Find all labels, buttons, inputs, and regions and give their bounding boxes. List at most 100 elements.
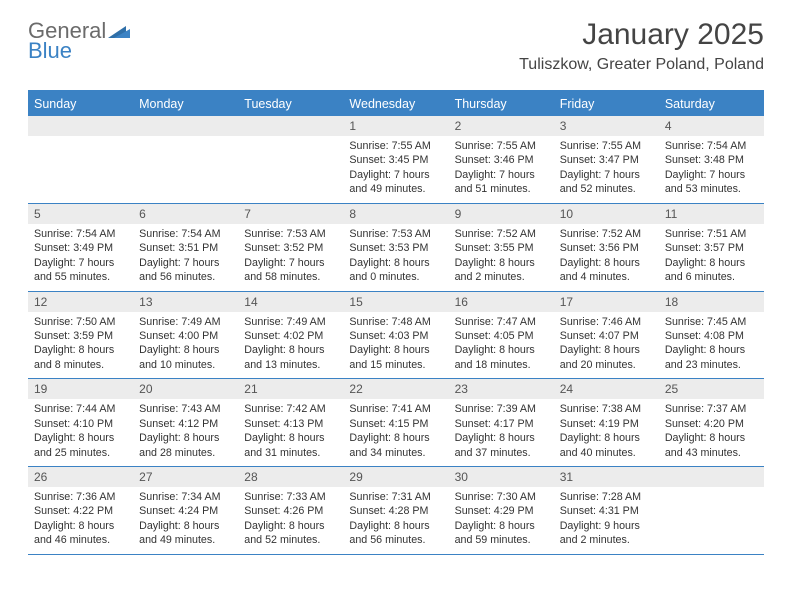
daylight-text: and 2 minutes. [455, 270, 548, 284]
empty-cell [659, 467, 764, 554]
calendar: SundayMondayTuesdayWednesdayThursdayFrid… [28, 90, 764, 555]
day-cell: 28Sunrise: 7:33 AMSunset: 4:26 PMDayligh… [238, 467, 343, 554]
day-number: 10 [554, 204, 659, 224]
sunset-text: Sunset: 4:10 PM [34, 417, 127, 431]
sunrise-text: Sunrise: 7:30 AM [455, 490, 548, 504]
day-cell: 2Sunrise: 7:55 AMSunset: 3:46 PMDaylight… [449, 116, 554, 203]
daylight-text: and 6 minutes. [665, 270, 758, 284]
day-number: 7 [238, 204, 343, 224]
day-cell: 3Sunrise: 7:55 AMSunset: 3:47 PMDaylight… [554, 116, 659, 203]
weekday-header: Sunday [28, 92, 133, 116]
sunrise-text: Sunrise: 7:45 AM [665, 315, 758, 329]
day-details: Sunrise: 7:49 AMSunset: 4:02 PMDaylight:… [238, 312, 343, 379]
daylight-text: Daylight: 8 hours [349, 256, 442, 270]
sunrise-text: Sunrise: 7:50 AM [34, 315, 127, 329]
sunset-text: Sunset: 4:29 PM [455, 504, 548, 518]
daylight-text: and 56 minutes. [349, 533, 442, 547]
weekday-header: Friday [554, 92, 659, 116]
day-number [133, 116, 238, 136]
daylight-text: Daylight: 7 hours [665, 168, 758, 182]
day-details: Sunrise: 7:49 AMSunset: 4:00 PMDaylight:… [133, 312, 238, 379]
daylight-text: Daylight: 8 hours [139, 431, 232, 445]
day-cell: 12Sunrise: 7:50 AMSunset: 3:59 PMDayligh… [28, 292, 133, 379]
day-cell: 16Sunrise: 7:47 AMSunset: 4:05 PMDayligh… [449, 292, 554, 379]
day-number: 28 [238, 467, 343, 487]
sunset-text: Sunset: 4:24 PM [139, 504, 232, 518]
sunrise-text: Sunrise: 7:54 AM [665, 139, 758, 153]
sunrise-text: Sunrise: 7:54 AM [139, 227, 232, 241]
sunset-text: Sunset: 3:59 PM [34, 329, 127, 343]
day-details: Sunrise: 7:55 AMSunset: 3:46 PMDaylight:… [449, 136, 554, 203]
day-number: 23 [449, 379, 554, 399]
day-cell: 29Sunrise: 7:31 AMSunset: 4:28 PMDayligh… [343, 467, 448, 554]
day-details: Sunrise: 7:52 AMSunset: 3:55 PMDaylight:… [449, 224, 554, 291]
day-number: 26 [28, 467, 133, 487]
day-details: Sunrise: 7:44 AMSunset: 4:10 PMDaylight:… [28, 399, 133, 466]
empty-cell [133, 116, 238, 203]
sunrise-text: Sunrise: 7:34 AM [139, 490, 232, 504]
daylight-text: and 15 minutes. [349, 358, 442, 372]
daylight-text: Daylight: 8 hours [665, 431, 758, 445]
sunset-text: Sunset: 4:28 PM [349, 504, 442, 518]
daylight-text: Daylight: 7 hours [244, 256, 337, 270]
week-row: 19Sunrise: 7:44 AMSunset: 4:10 PMDayligh… [28, 379, 764, 467]
daylight-text: and 34 minutes. [349, 446, 442, 460]
day-cell: 24Sunrise: 7:38 AMSunset: 4:19 PMDayligh… [554, 379, 659, 466]
daylight-text: Daylight: 8 hours [244, 519, 337, 533]
sunrise-text: Sunrise: 7:51 AM [665, 227, 758, 241]
daylight-text: and 51 minutes. [455, 182, 548, 196]
day-number: 25 [659, 379, 764, 399]
day-details: Sunrise: 7:43 AMSunset: 4:12 PMDaylight:… [133, 399, 238, 466]
daylight-text: Daylight: 7 hours [34, 256, 127, 270]
daylight-text: Daylight: 8 hours [349, 519, 442, 533]
day-cell: 21Sunrise: 7:42 AMSunset: 4:13 PMDayligh… [238, 379, 343, 466]
daylight-text: Daylight: 8 hours [244, 431, 337, 445]
day-cell: 8Sunrise: 7:53 AMSunset: 3:53 PMDaylight… [343, 204, 448, 291]
day-details: Sunrise: 7:52 AMSunset: 3:56 PMDaylight:… [554, 224, 659, 291]
sunset-text: Sunset: 3:56 PM [560, 241, 653, 255]
day-details: Sunrise: 7:34 AMSunset: 4:24 PMDaylight:… [133, 487, 238, 554]
daylight-text: and 28 minutes. [139, 446, 232, 460]
daylight-text: and 49 minutes. [349, 182, 442, 196]
weekday-header: Monday [133, 92, 238, 116]
sunset-text: Sunset: 4:00 PM [139, 329, 232, 343]
day-cell: 27Sunrise: 7:34 AMSunset: 4:24 PMDayligh… [133, 467, 238, 554]
day-number [28, 116, 133, 136]
weekday-header: Saturday [659, 92, 764, 116]
day-cell: 10Sunrise: 7:52 AMSunset: 3:56 PMDayligh… [554, 204, 659, 291]
sunset-text: Sunset: 4:07 PM [560, 329, 653, 343]
sunset-text: Sunset: 4:31 PM [560, 504, 653, 518]
day-number: 9 [449, 204, 554, 224]
daylight-text: and 4 minutes. [560, 270, 653, 284]
day-details: Sunrise: 7:47 AMSunset: 4:05 PMDaylight:… [449, 312, 554, 379]
sunset-text: Sunset: 3:46 PM [455, 153, 548, 167]
daylight-text: and 37 minutes. [455, 446, 548, 460]
sunrise-text: Sunrise: 7:47 AM [455, 315, 548, 329]
empty-cell [238, 116, 343, 203]
day-number: 30 [449, 467, 554, 487]
day-details: Sunrise: 7:54 AMSunset: 3:48 PMDaylight:… [659, 136, 764, 203]
day-details: Sunrise: 7:46 AMSunset: 4:07 PMDaylight:… [554, 312, 659, 379]
daylight-text: and 52 minutes. [560, 182, 653, 196]
day-number: 11 [659, 204, 764, 224]
sunrise-text: Sunrise: 7:54 AM [34, 227, 127, 241]
sunrise-text: Sunrise: 7:39 AM [455, 402, 548, 416]
day-cell: 13Sunrise: 7:49 AMSunset: 4:00 PMDayligh… [133, 292, 238, 379]
day-number: 2 [449, 116, 554, 136]
daylight-text: Daylight: 8 hours [455, 519, 548, 533]
day-details: Sunrise: 7:30 AMSunset: 4:29 PMDaylight:… [449, 487, 554, 554]
sunset-text: Sunset: 3:48 PM [665, 153, 758, 167]
day-details: Sunrise: 7:41 AMSunset: 4:15 PMDaylight:… [343, 399, 448, 466]
daylight-text: Daylight: 8 hours [34, 343, 127, 357]
weekday-header: Thursday [449, 92, 554, 116]
daylight-text: Daylight: 7 hours [455, 168, 548, 182]
sunset-text: Sunset: 3:52 PM [244, 241, 337, 255]
day-details: Sunrise: 7:50 AMSunset: 3:59 PMDaylight:… [28, 312, 133, 379]
day-cell: 17Sunrise: 7:46 AMSunset: 4:07 PMDayligh… [554, 292, 659, 379]
day-details: Sunrise: 7:28 AMSunset: 4:31 PMDaylight:… [554, 487, 659, 554]
sunset-text: Sunset: 4:15 PM [349, 417, 442, 431]
daylight-text: Daylight: 8 hours [34, 431, 127, 445]
daylight-text: Daylight: 7 hours [139, 256, 232, 270]
sunrise-text: Sunrise: 7:49 AM [139, 315, 232, 329]
day-number: 15 [343, 292, 448, 312]
